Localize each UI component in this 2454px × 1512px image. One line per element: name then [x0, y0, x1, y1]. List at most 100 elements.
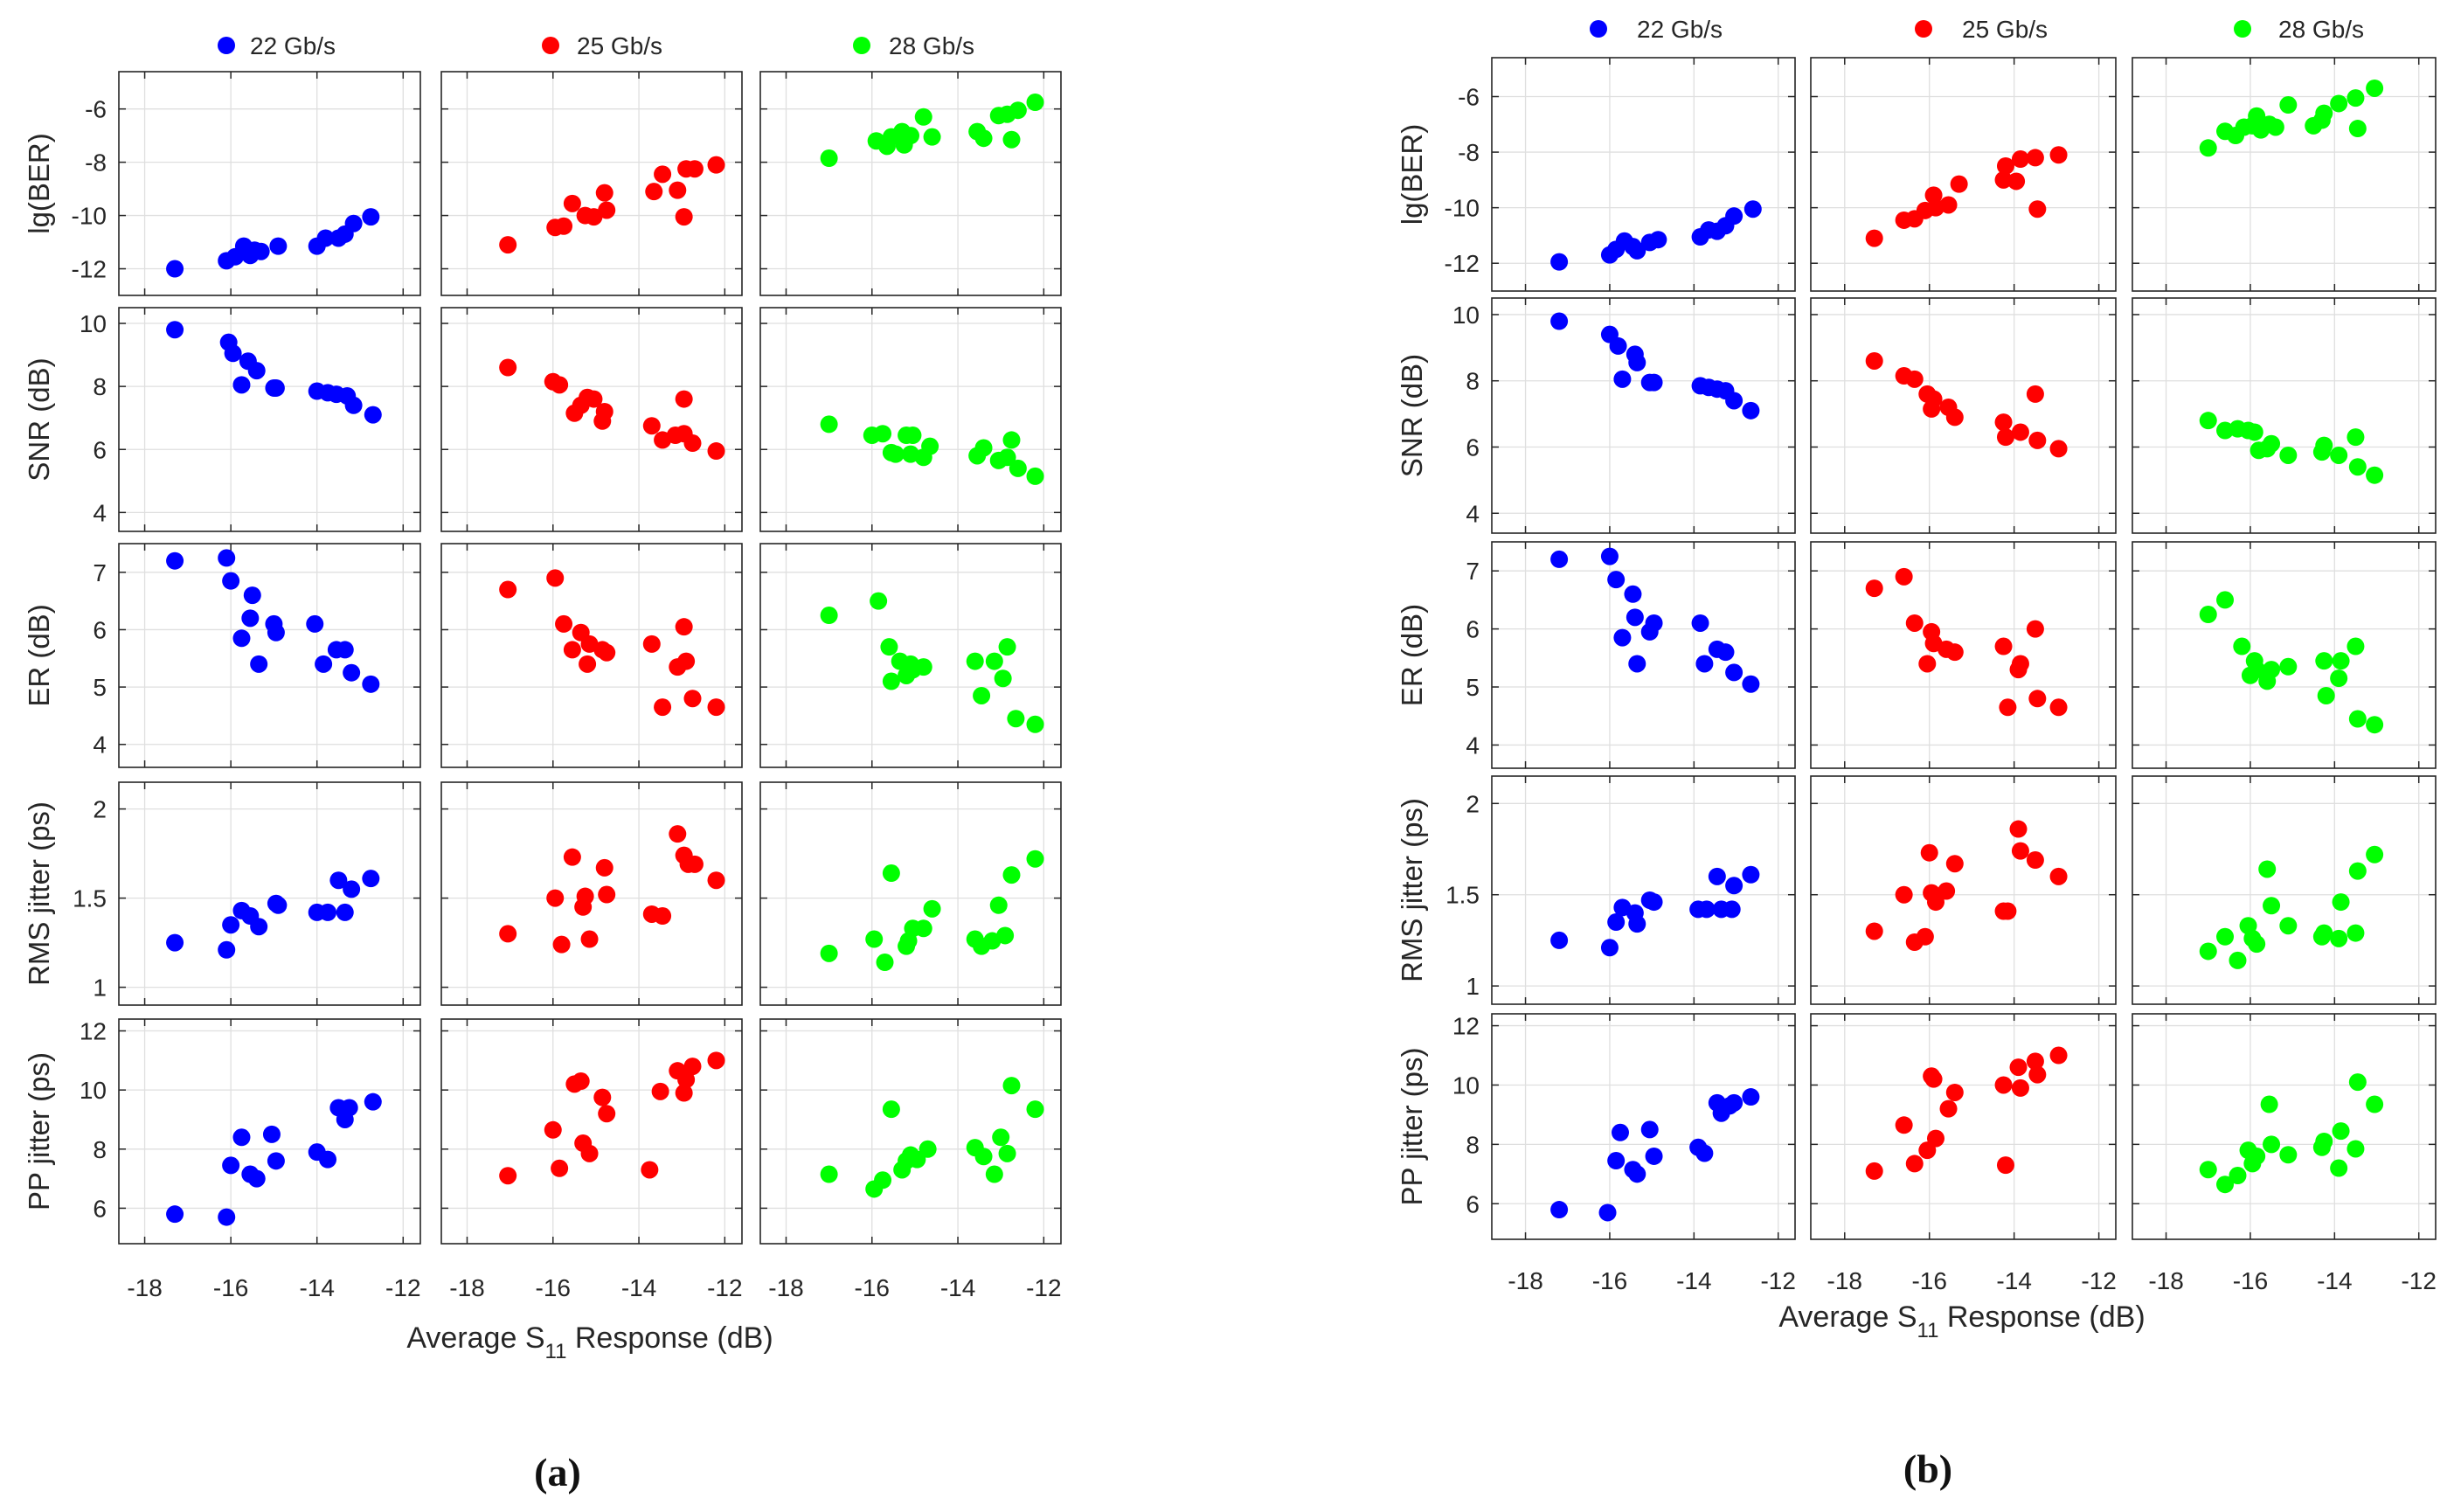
chart-panel-b: 22 Gb/s 25 Gb/s 28 Gb/s -12 -10 -8 -6 lg(BER) 4 6… [1396, 16, 2437, 1491]
data-point [563, 194, 581, 212]
data-point [315, 655, 333, 673]
data-point [645, 183, 663, 201]
legend-marker [1590, 20, 1607, 38]
data-point [2011, 842, 2029, 860]
data-point [585, 390, 603, 408]
plot-area [1811, 1014, 2116, 1239]
data-point [1613, 628, 1632, 647]
chart-row: 4 6 8 10 SNR (dB) [23, 307, 1062, 532]
y-axis-label: PP jitter (ps) [1396, 1048, 1428, 1206]
data-point [1742, 1088, 1760, 1106]
y-tick-label: -8 [85, 149, 107, 177]
data-point [1613, 370, 1632, 388]
data-point [1550, 931, 1569, 949]
data-point [598, 885, 616, 904]
data-point [1939, 196, 1958, 214]
y-tick-label: 2 [1466, 790, 1480, 817]
data-point [546, 889, 565, 907]
subplot-axes [1491, 775, 1796, 1005]
data-point [669, 825, 687, 843]
x-axis-label-rest: Response (dB) [566, 1321, 773, 1355]
data-point [2049, 146, 2068, 164]
data-point [654, 907, 672, 925]
plot-area [119, 72, 420, 295]
data-point [595, 858, 614, 877]
data-point [1550, 550, 1569, 568]
data-point [2199, 412, 2217, 430]
chart-panel-a: 22 Gb/s 25 Gb/s 28 Gb/s -12 -10 -8 -6 lg(BER) 4 6… [23, 32, 1062, 1495]
y-tick-label: -6 [1458, 84, 1480, 111]
data-point [344, 396, 363, 414]
axes-frame [440, 307, 743, 532]
data-point [2011, 1079, 2029, 1097]
x-tick-label: -14 [1676, 1267, 1711, 1294]
data-point [2366, 1095, 2384, 1113]
data-point [1628, 353, 1646, 371]
data-point [2348, 710, 2367, 728]
data-point [874, 425, 892, 443]
data-point [1002, 1077, 1021, 1095]
data-point [642, 417, 661, 435]
y-tick-label: 1.5 [1445, 882, 1480, 909]
subplot-axes [118, 781, 421, 1006]
data-point [222, 916, 240, 934]
data-point [316, 229, 335, 247]
data-point [544, 1120, 562, 1139]
y-tick-label: 8 [1466, 368, 1480, 395]
data-point [820, 944, 838, 962]
data-point [218, 549, 236, 567]
plot-area [2132, 1014, 2436, 1239]
y-tick-label: 1 [1466, 973, 1480, 1000]
subplot-axes [1810, 297, 2117, 534]
data-point [1695, 655, 1714, 673]
data-point [1697, 900, 1716, 919]
plot-area [1811, 776, 2116, 1004]
data-point [2348, 458, 2367, 476]
y-tick-label: 4 [93, 732, 107, 759]
data-point [2026, 1052, 2044, 1071]
data-point [2279, 96, 2298, 114]
data-point [1999, 902, 2017, 920]
data-point [973, 686, 991, 704]
chart-row: 1 1.5 2 RMS jitter (ps) [23, 781, 1062, 1006]
data-point [2315, 1132, 2333, 1150]
data-point [876, 954, 894, 972]
axes-frame [2132, 541, 2437, 769]
data-point [166, 321, 184, 339]
axes-frame [1810, 775, 2117, 1005]
data-point [1645, 373, 1663, 392]
data-point [499, 925, 517, 943]
data-point [994, 669, 1012, 688]
x-tick-label: -16 [536, 1274, 571, 1301]
data-point [224, 344, 242, 363]
data-point [232, 629, 251, 648]
data-point [1865, 922, 1883, 940]
data-point [267, 378, 285, 397]
y-tick-label: 5 [93, 674, 107, 701]
data-point [1628, 1165, 1646, 1183]
data-point [2026, 149, 2044, 167]
data-point [269, 896, 288, 914]
data-point [1905, 1155, 1924, 1173]
subplot-axes [759, 543, 1062, 768]
data-point [2049, 867, 2068, 885]
x-tick-label: -16 [855, 1274, 890, 1301]
data-point [1994, 170, 2013, 189]
axes-frame [1491, 1013, 1796, 1240]
data-point [546, 569, 565, 587]
data-point [1865, 579, 1883, 598]
data-point [1924, 1070, 1943, 1088]
plot-area [119, 544, 420, 767]
data-point [364, 406, 382, 424]
data-point [2366, 845, 2384, 864]
data-point [1725, 663, 1743, 682]
data-point [2330, 446, 2348, 464]
data-point [1628, 241, 1646, 260]
subplot-axes [440, 1018, 743, 1245]
data-point [218, 1208, 236, 1226]
data-point [1649, 231, 1667, 249]
data-point [677, 1071, 696, 1089]
legend-marker [853, 37, 870, 54]
data-point [343, 663, 361, 682]
data-point [2366, 716, 2384, 734]
